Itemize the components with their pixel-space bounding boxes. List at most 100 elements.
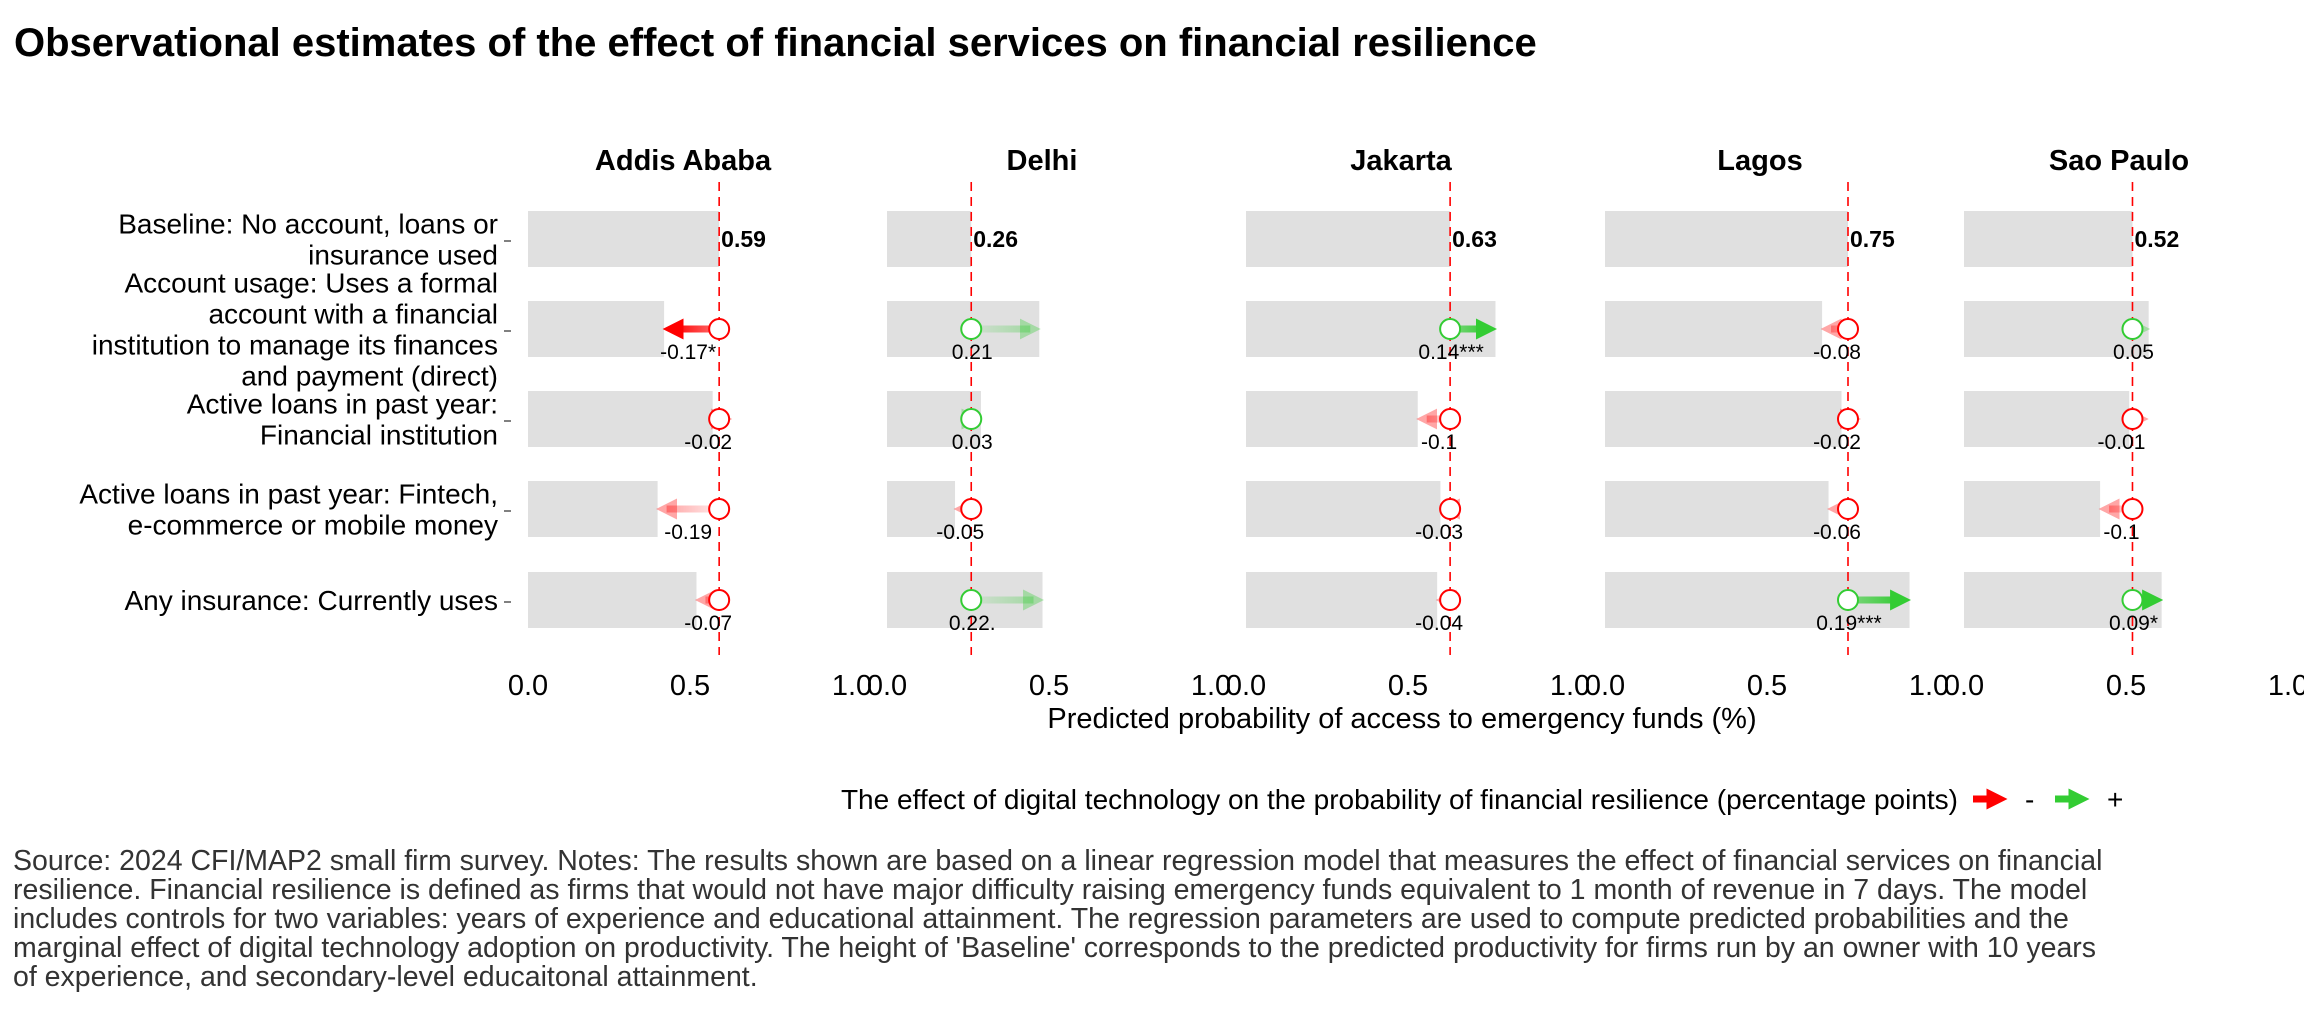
effect-label: -0.02 [684,431,732,454]
effect-label: -0.19 [664,521,712,544]
effect-label: -0.06 [1813,521,1861,544]
facet-title: Jakarta [1350,145,1452,177]
effect-bar [1605,301,1823,357]
effect-label: -0.1 [1421,431,1457,454]
x-tick-label: 0.5 [1388,670,1428,702]
legend-label: + [2107,784,2123,815]
effect-bar [528,572,697,628]
x-tick-label: 0.5 [2106,670,2146,702]
effect-label: -0.07 [684,612,732,635]
effect-bar [1964,481,2101,537]
facets: Addis Ababa 0.59 -0.17* -0.02 -0.19 -0.07 0.0 0… [508,145,2304,702]
row-labels: Baseline: No account, loans orinsurance … [79,209,511,616]
chart-title: Observational estimates of the effect of… [14,21,1537,65]
effect-point [2121,498,2144,520]
x-tick-label: 0.5 [1029,670,1069,702]
effect-bar [1964,391,2130,447]
baseline-label: 0.52 [2134,226,2179,252]
effect-label: -0.04 [1415,612,1463,635]
x-tick-label: 0.0 [508,670,548,702]
effect-label: -0.1 [2103,521,2139,544]
effect-point [2121,408,2144,430]
legend-item: - [1973,784,2034,815]
effect-label: 0.21 [952,341,993,364]
legend-item: + [2055,784,2123,815]
baseline-bar [528,211,720,267]
effect-label: 0.03 [952,431,993,454]
facet-title: Delhi [1007,145,1078,177]
effect-bar [528,301,665,357]
baseline-bar [887,211,972,267]
x-tick-label: 0.5 [1747,670,1787,702]
baseline-bar [1246,211,1451,267]
effect-label: -0.01 [2098,431,2146,454]
effect-bar [1246,481,1441,537]
row-label: Financial institution [260,420,498,451]
effect-bar [1964,301,2149,357]
baseline-bar [1605,211,1848,267]
row-label: Baseline: No account, loans or [118,209,498,240]
effect-point [960,498,983,520]
effect-label: 0.09* [2109,612,2158,635]
x-tick-label: 1.0 [2268,670,2304,702]
effect-point [960,318,983,340]
x-tick-label: 1.0 [1550,670,1590,702]
effect-label: 0.14*** [1418,341,1483,364]
caption-line: marginal effect of digital technology ad… [13,932,2096,964]
facet-panel: Delhi 0.26 0.21 0.03 -0.05 0.22. 0.0 0.5 1.0 [867,145,1231,702]
row-label: Account usage: Uses a formal [124,268,498,299]
effect-point [960,589,983,611]
effect-label: 0.22. [949,612,996,635]
effect-point [1837,589,1859,611]
baseline-label: 0.59 [721,226,766,252]
x-axis-title: Predicted probability of access to emerg… [1047,703,1756,735]
facet-title: Sao Paulo [2049,145,2189,177]
effect-point [1439,318,1462,340]
facet-title: Addis Ababa [595,145,772,177]
effect-label: -0.08 [1813,341,1861,364]
effect-point [1439,408,1462,430]
row-label: account with a financial [208,299,498,330]
x-tick-label: 0.5 [670,670,710,702]
x-tick-label: 1.0 [1191,670,1231,702]
effect-bar [1246,572,1438,628]
caption-line: resilience. Financial resilience is defi… [13,874,2087,906]
effect-point [708,408,731,430]
effect-point [1837,318,1859,340]
effect-label: -0.05 [936,521,984,544]
row-label: Any insurance: Currently uses [124,585,498,616]
effect-point [2121,589,2144,611]
effect-point [708,589,731,611]
facet-panel: Sao Paulo 0.52 0.05 -0.01 -0.1 0.09* 0.0 0.5 1.0 [1944,145,2304,702]
row-label: Active loans in past year: [187,389,498,420]
effect-label: 0.19*** [1816,612,1881,635]
row-label: and payment (direct) [241,361,498,392]
caption-line: Source: 2024 CFI/MAP2 small firm survey.… [13,845,2102,877]
effect-bar [1246,391,1418,447]
baseline-label: 0.75 [1850,226,1895,252]
caption-line: of experience, and secondary-level educa… [13,961,758,993]
effect-point [708,318,731,340]
facet-panel: Lagos 0.75 -0.08 -0.02 -0.06 0.19*** 0.0 0.5 1.0 [1585,145,1949,702]
x-tick-label: 0.0 [1585,670,1625,702]
legend-title: The effect of digital technology on the … [841,784,1958,815]
x-tick-label: 1.0 [832,670,872,702]
effect-label: -0.17* [660,341,716,364]
baseline-bar [1964,211,2133,267]
effect-label: -0.02 [1813,431,1861,454]
facet-title: Lagos [1717,145,1802,177]
caption-line: includes controls for two variables: yea… [13,903,2069,935]
caption: Source: 2024 CFI/MAP2 small firm survey.… [13,845,2102,993]
baseline-label: 0.26 [973,226,1018,252]
row-label: e-commerce or mobile money [128,510,498,541]
x-tick-label: 1.0 [1909,670,1949,702]
effect-bar [887,481,956,537]
effect-point [708,498,731,520]
effect-bar [528,391,713,447]
effect-label: -0.03 [1415,521,1463,544]
x-tick-label: 0.0 [1226,670,1266,702]
baseline-label: 0.63 [1452,226,1497,252]
effect-point [1837,498,1859,520]
legend: The effect of digital technology on the … [841,784,2123,815]
x-tick-label: 0.0 [867,670,907,702]
